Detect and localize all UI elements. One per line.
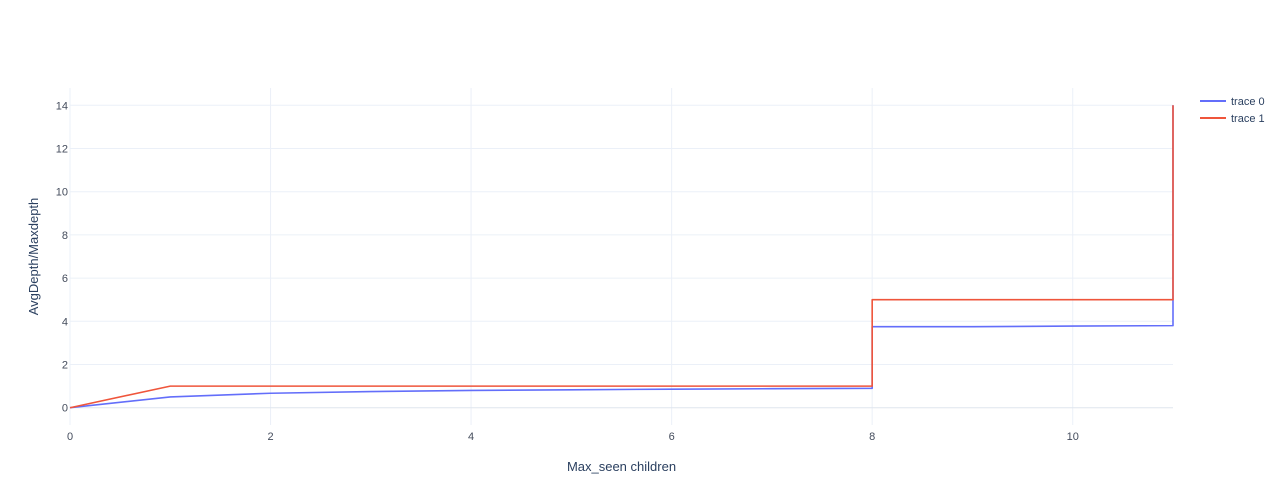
x-axis-title: Max_seen children	[567, 459, 676, 474]
x-tick-label: 6	[669, 431, 675, 443]
y-tick-label: 8	[62, 230, 68, 242]
series-lines	[69, 105, 1174, 409]
legend-item[interactable]: trace 0	[1200, 96, 1265, 108]
x-tick-label: 0	[67, 431, 73, 443]
grid-lines	[69, 88, 1173, 425]
y-tick-label: 2	[62, 360, 68, 372]
y-tick-label: 10	[56, 187, 68, 199]
series-line-trace-1	[69, 105, 1174, 409]
x-tick-label: 8	[869, 431, 875, 443]
y-tick-label: 6	[62, 273, 68, 285]
x-tick-label: 2	[267, 431, 273, 443]
y-tick-label: 4	[62, 316, 68, 328]
y-tick-label: 12	[56, 143, 68, 155]
y-tick-label: 14	[56, 100, 68, 112]
axes: 0 2 4 6 8 10 0 2 4 6 8 10 12 14	[56, 100, 1079, 443]
y-axis-title: AvgDepth/Maxdepth	[26, 198, 41, 316]
series-line-trace-0	[69, 105, 1174, 409]
legend[interactable]: trace 0 trace 1	[1200, 96, 1265, 125]
x-tick-label: 10	[1067, 431, 1079, 443]
legend-label: trace 1	[1231, 113, 1265, 125]
legend-label: trace 0	[1231, 96, 1265, 108]
y-tick-label: 0	[62, 403, 68, 415]
x-tick-label: 4	[468, 431, 474, 443]
legend-item[interactable]: trace 1	[1200, 113, 1265, 125]
